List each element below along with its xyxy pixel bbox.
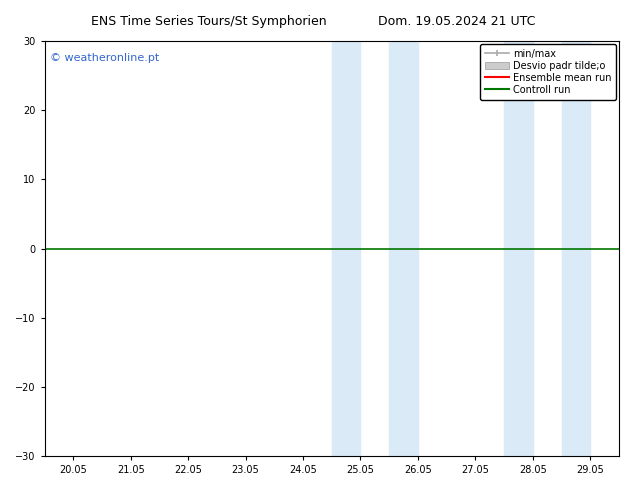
Bar — [504, 41, 533, 456]
Text: Dom. 19.05.2024 21 UTC: Dom. 19.05.2024 21 UTC — [378, 15, 535, 28]
Bar — [389, 41, 418, 456]
Legend: min/max, Desvio padr tilde;o, Ensemble mean run, Controll run: min/max, Desvio padr tilde;o, Ensemble m… — [480, 44, 616, 99]
Bar — [332, 41, 361, 456]
Bar — [562, 41, 590, 456]
Text: © weatheronline.pt: © weatheronline.pt — [50, 53, 160, 64]
Text: ENS Time Series Tours/St Symphorien: ENS Time Series Tours/St Symphorien — [91, 15, 327, 28]
